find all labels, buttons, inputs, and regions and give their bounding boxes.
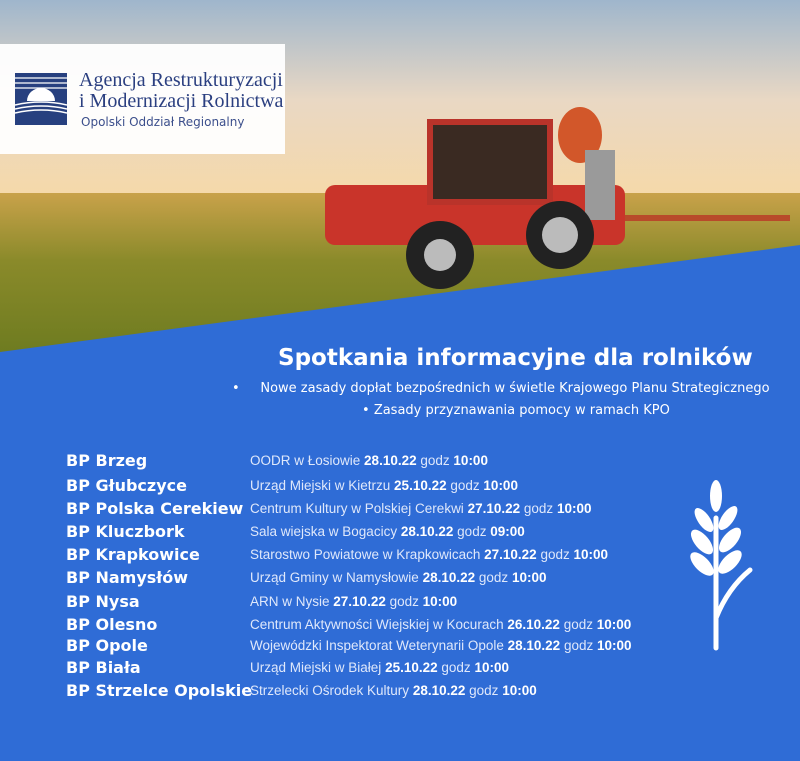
meeting-row: BP Strzelce Opolskie Strzelecki Ośrodek … (0, 681, 800, 703)
date: 28.10.22 (400, 524, 454, 539)
meeting-row: BP Nysa ARN w Nysie 27.10.22 godz 10:00 (0, 592, 800, 614)
meeting-details: Urząd Gminy w Namysłowie 28.10.22 godz 1… (250, 570, 546, 585)
venue: Urząd Miejski w Białej (250, 660, 382, 675)
date: 27.10.22 (467, 501, 521, 516)
bullet-2: • Zasady przyznawania pomocy w ramach KP… (362, 403, 670, 418)
meeting-details: Strzelecki Ośrodek Kultury 28.10.22 godz… (250, 683, 537, 698)
office-name: BP Nysa (66, 592, 140, 611)
venue: Wojewódzki Inspektorat Weterynarii Opole (250, 638, 504, 653)
meeting-row: BP Głubczyce Urząd Miejski w Kietrzu 25.… (0, 476, 800, 498)
logo-line-1: Agencja Restrukturyzacji (79, 68, 283, 91)
time: 10:00 (556, 501, 592, 516)
page-title: Spotkania informacyjne dla rolników (278, 345, 753, 371)
date: 26.10.22 (507, 617, 560, 632)
date: 27.10.22 (484, 547, 537, 562)
meeting-details: OODR w Łosiowie 28.10.22 godz 10:00 (250, 453, 488, 468)
time: 10:00 (511, 570, 547, 585)
godz-label: godz (420, 453, 450, 468)
venue: Strzelecki Ośrodek Kultury (250, 683, 410, 698)
time: 10:00 (573, 547, 609, 562)
godz-label: godz (469, 683, 499, 698)
meeting-details: ARN w Nysie 27.10.22 godz 10:00 (250, 594, 457, 609)
office-name: BP Namysłów (66, 568, 189, 587)
venue: ARN w Nysie (250, 594, 330, 609)
date: 27.10.22 (333, 594, 386, 609)
date: 28.10.22 (412, 683, 466, 698)
arimr-logo: Agencja Restrukturyzacji i Modernizacji … (0, 44, 285, 154)
meeting-row: BP Krapkowice Starostwo Powiatowe w Krap… (0, 545, 800, 567)
meeting-row: BP Biała Urząd Miejski w Białej 25.10.22… (0, 658, 800, 680)
venue: Sala wiejska w Bogacicy (250, 524, 398, 539)
wheat-icon (690, 480, 753, 651)
office-name: BP Polska Cerekiew (66, 499, 244, 518)
office-name: BP Strzelce Opolskie (66, 681, 253, 700)
office-name: BP Głubczyce (66, 476, 187, 495)
logo-line-2: i Modernizacji Rolnictwa (79, 89, 284, 112)
godz-label: godz (450, 478, 480, 493)
bullet-1-text: Nowe zasady dopłat bezpośrednich w świet… (260, 381, 770, 396)
office-name: BP Olesno (66, 615, 158, 634)
venue: Centrum Aktywności Wiejskiej w Kocurach (250, 617, 504, 632)
office-name: BP Biała (66, 658, 141, 677)
office-name: BP Krapkowice (66, 545, 200, 564)
date: 25.10.22 (385, 660, 438, 675)
godz-label: godz (457, 524, 487, 539)
godz-label: godz (563, 617, 593, 632)
godz-label: godz (540, 547, 570, 562)
time: 10:00 (502, 683, 537, 698)
meeting-row: BP Olesno Centrum Aktywności Wiejskiej w… (0, 615, 800, 637)
venue: Starostwo Powiatowe w Krapkowicach (250, 547, 481, 562)
meeting-details: Urząd Miejski w Białej 25.10.22 godz 10:… (250, 660, 509, 675)
meeting-row: BP Kluczbork Sala wiejska w Bogacicy 28.… (0, 522, 800, 544)
meeting-details: Centrum Aktywności Wiejskiej w Kocurach … (250, 617, 631, 632)
meeting-row: BP Polska Cerekiew Centrum Kultury w Pol… (0, 499, 800, 521)
bullet-1: • Nowe zasady dopłat bezpośrednich w świ… (232, 381, 770, 396)
time: 10:00 (597, 638, 632, 653)
meeting-details: Centrum Kultury w Polskiej Cerekwi 27.10… (250, 501, 591, 516)
meeting-details: Sala wiejska w Bogacicy 28.10.22 godz 09… (250, 524, 525, 539)
time: 09:00 (490, 524, 525, 539)
godz-label: godz (563, 638, 594, 653)
meeting-details: Wojewódzki Inspektorat Weterynarii Opole… (250, 638, 632, 653)
meeting-row: BP Namysłów Urząd Gminy w Namysłowie 28.… (0, 568, 800, 590)
meeting-details: Starostwo Powiatowe w Krapkowicach 27.10… (250, 547, 608, 562)
time: 10:00 (483, 478, 518, 493)
meeting-row: BP Opole Wojewódzki Inspektorat Weteryna… (0, 636, 800, 658)
tractor (325, 107, 790, 289)
godz-label: godz (389, 594, 419, 609)
meeting-details: Urząd Miejski w Kietrzu 25.10.22 godz 10… (250, 478, 518, 493)
date: 28.10.22 (422, 570, 476, 585)
time: 10:00 (422, 594, 458, 609)
meeting-row: BP Brzeg OODR w Łosiowie 28.10.22 godz 1… (0, 451, 800, 473)
office-name: BP Brzeg (66, 451, 148, 470)
date: 28.10.22 (507, 638, 561, 653)
godz-label: godz (478, 570, 509, 585)
venue: OODR w Łosiowie (250, 453, 361, 468)
logo-line-3: Opolski Oddział Regionalny (81, 114, 245, 129)
venue: Centrum Kultury w Polskiej Cerekwi (250, 501, 464, 516)
godz-label: godz (523, 501, 554, 516)
office-name: BP Kluczbork (66, 522, 185, 541)
venue: Urząd Gminy w Namysłowie (250, 570, 419, 585)
venue: Urząd Miejski w Kietrzu (250, 478, 391, 493)
arimr-logo-mark (15, 73, 67, 125)
time: 10:00 (474, 660, 509, 675)
time: 10:00 (453, 453, 488, 468)
time: 10:00 (596, 617, 632, 632)
office-name: BP Opole (66, 636, 148, 655)
godz-label: godz (441, 660, 471, 675)
date: 25.10.22 (394, 478, 447, 493)
bullet-2-text: Zasady przyznawania pomocy w ramach KPO (373, 403, 670, 418)
date: 28.10.22 (364, 453, 417, 468)
